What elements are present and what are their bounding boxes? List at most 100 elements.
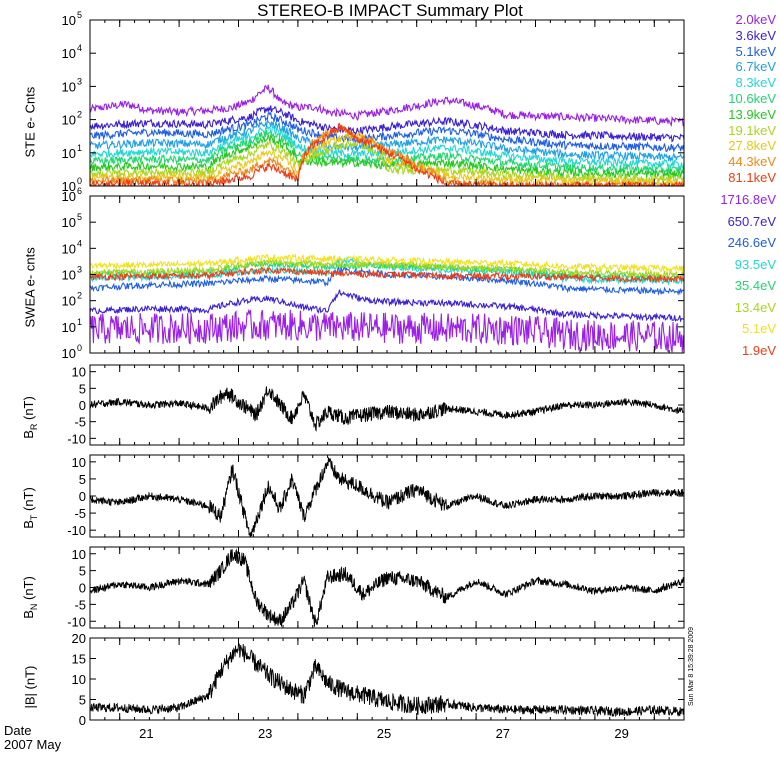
legend-entry: 27.8keV	[728, 138, 776, 154]
y-tick-label: 10	[62, 320, 76, 335]
legend-entry: 650.7eV	[727, 213, 776, 229]
swea-ylabel: SWEA e- cnts	[22, 247, 38, 328]
legend-entry: 6.7keV	[735, 59, 776, 75]
legend-entry: 13.4eV	[734, 299, 776, 315]
y-tick-label: 0	[79, 713, 86, 728]
y-tick-label: 20	[72, 631, 86, 646]
legend-entry: 44.3keV	[728, 154, 776, 170]
y-tick-exponent: 4	[77, 43, 82, 53]
series-191keV	[90, 139, 684, 185]
series-group	[90, 84, 684, 186]
legend-entry: 19.1keV	[728, 122, 776, 138]
y-tick-label: 10	[62, 268, 76, 283]
y-tick-label: 0	[79, 581, 86, 596]
br-ylabel: BR (nT)	[21, 396, 39, 439]
series-group	[90, 642, 684, 718]
series-2466eV	[90, 266, 684, 296]
chart-title: STEREO-B IMPACT Summary Plot	[257, 1, 523, 20]
legend-entry: 35.4eV	[734, 278, 776, 293]
month-label: 2007 May	[4, 737, 62, 752]
legend-entry: 10.6keV	[728, 90, 776, 106]
y-tick-label: 10	[62, 241, 76, 256]
bt-ylabel: BT (nT)	[21, 487, 39, 529]
series-36keV	[90, 105, 684, 143]
y-tick-label: 10	[62, 13, 76, 28]
x-tick-label: 25	[377, 726, 391, 741]
panel-2: -10-5 0 510	[67, 364, 685, 446]
legend-entry: 13.9keV	[728, 106, 776, 122]
y-tick-label: -10	[67, 614, 86, 629]
ste-ylabel: STE e- Cnts	[22, 86, 38, 158]
series-group	[90, 253, 684, 353]
y-tick-exponent: 1	[77, 317, 82, 327]
series-line	[90, 642, 684, 718]
series-134eV	[90, 257, 684, 279]
y-tick-exponent: 1	[77, 143, 82, 153]
legend-entry: 5.1keV	[735, 43, 776, 59]
series-17168eV	[90, 308, 684, 353]
y-tick-label: 5	[79, 693, 86, 708]
y-tick-label: 10	[72, 455, 86, 470]
series-19eV	[90, 266, 684, 284]
y-tick-label: 5	[79, 472, 86, 487]
y-tick-label: 10	[62, 46, 76, 61]
panel-5: 0 5 10 15 20	[72, 631, 685, 728]
y-tick-exponent: 3	[77, 265, 82, 275]
y-tick-label: 10	[62, 189, 76, 204]
series-group	[90, 386, 684, 432]
bn-ylabel: BN (nT)	[21, 576, 39, 619]
legend-entry: 1716.8eV	[720, 192, 776, 207]
y-tick-exponent: 2	[77, 291, 82, 301]
series-139keV	[90, 133, 684, 180]
legend-entry: 93.5eV	[734, 256, 776, 272]
y-tick-label: 10	[62, 113, 76, 128]
y-tick-label: 0	[79, 489, 86, 504]
x-tick-label: 27	[496, 726, 510, 741]
plot-panels: 10 010 110 210 310 410 510 010 110 210 310 410 510 6-…	[62, 10, 685, 728]
y-tick-exponent: 5	[77, 212, 82, 222]
series-line	[90, 548, 684, 627]
y-tick-label: 5	[79, 381, 86, 396]
y-tick-label: -10	[67, 523, 86, 538]
swea-legend: 1716.8eV 650.7eV 246.6eV 93.5eV 35.4eV 13.4eV…	[690, 189, 776, 361]
series-group	[90, 457, 684, 537]
y-tick-label: 10	[62, 79, 76, 94]
y-tick-label: 10	[62, 179, 76, 194]
y-tick-exponent: 0	[77, 176, 82, 186]
series-line	[90, 386, 684, 432]
timestamp: Sun Mar 8 15:39:28 2009	[688, 626, 695, 706]
y-tick-exponent: 3	[77, 76, 82, 86]
x-tick-label: 29	[614, 726, 628, 741]
y-tick-label: 10	[62, 146, 76, 161]
y-tick-label: -10	[67, 431, 86, 446]
date-label: Date	[4, 723, 32, 738]
series-group	[90, 548, 684, 627]
series-811keV	[90, 122, 684, 186]
legend-entry: 5.1eV	[742, 321, 776, 336]
y-tick-exponent: 5	[77, 10, 82, 20]
panel-4: -10 -50 5 10	[67, 546, 685, 629]
y-tick-label: 10	[72, 365, 86, 380]
y-tick-label: 10	[72, 547, 86, 562]
y-tick-exponent: 0	[77, 343, 82, 353]
y-tick-label: 10	[62, 215, 76, 230]
btotal-ylabel: |B| (nT)	[22, 665, 38, 709]
panel-3: -10 -5 0 5 10	[67, 454, 685, 538]
y-tick-exponent: 2	[77, 110, 82, 120]
legend-entry: 8.3keV	[735, 75, 776, 91]
ste-legend: 2.0keV 3.6keV 5.1keV 6.7keV 8.3keV 10.6keV 13.…	[690, 12, 776, 186]
y-tick-label: -5	[74, 415, 86, 430]
legend-entry: 1.9eV	[742, 342, 776, 358]
y-tick-label: 10	[62, 346, 76, 361]
legend-entry: 81.1keV	[728, 169, 776, 185]
x-tick-label: 21	[139, 726, 153, 741]
legend-entry: 246.6eV	[727, 235, 776, 250]
y-tick-label: -5	[74, 597, 86, 612]
series-51eV	[90, 253, 684, 274]
y-tick-label: 5	[79, 564, 86, 579]
series-6507eV	[90, 289, 684, 323]
legend-entry: 3.6keV	[735, 27, 776, 43]
